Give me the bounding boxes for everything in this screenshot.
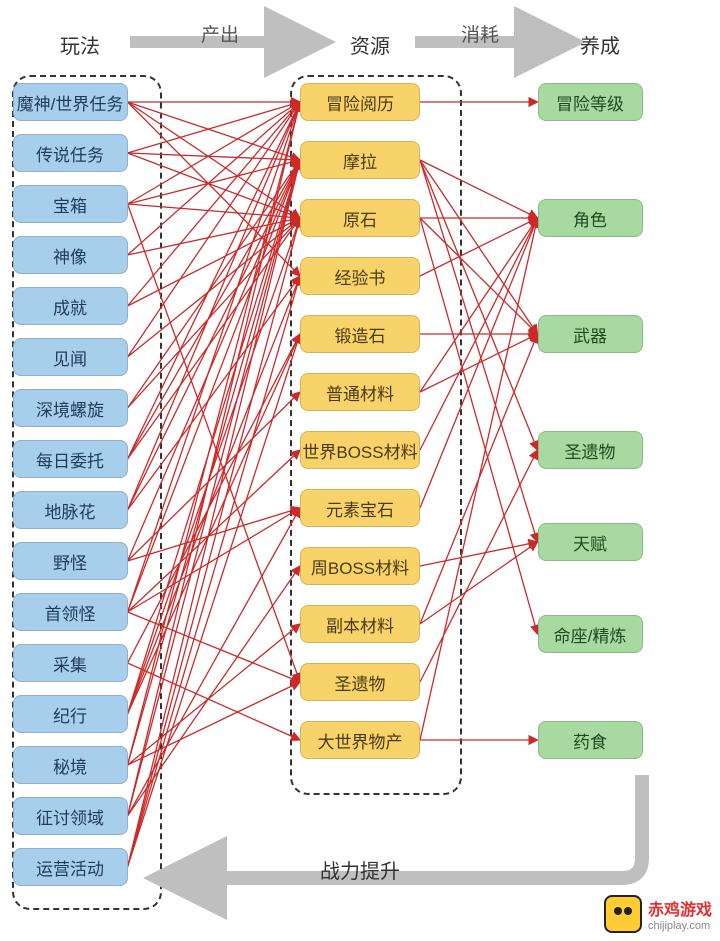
- node-r6: 普通材料: [300, 373, 420, 411]
- node-r4: 经验书: [300, 257, 420, 295]
- site-logo: 赤鸡游戏 chijiplay.com: [604, 895, 712, 933]
- node-w4: 圣遗物: [538, 431, 643, 469]
- node-g16: 运营活动: [13, 848, 128, 886]
- node-g8: 每日委托: [13, 440, 128, 478]
- node-r2: 摩拉: [300, 141, 420, 179]
- node-r5: 锻造石: [300, 315, 420, 353]
- node-g10: 野怪: [13, 542, 128, 580]
- node-g14: 秘境: [13, 746, 128, 784]
- arrow-label-produce: 产出: [195, 20, 245, 47]
- node-r1: 冒险阅历: [300, 83, 420, 121]
- node-g4: 神像: [13, 236, 128, 274]
- node-g7: 深境螺旋: [13, 389, 128, 427]
- node-r9: 周BOSS材料: [300, 547, 420, 585]
- logo-text-secondary: chijiplay.com: [648, 920, 712, 932]
- node-r3: 原石: [300, 199, 420, 237]
- node-w6: 命座/精炼: [538, 615, 643, 653]
- logo-icon: [604, 895, 642, 933]
- header-gameplay: 玩法: [50, 30, 110, 59]
- node-g11: 首领怪: [13, 593, 128, 631]
- node-r8: 元素宝石: [300, 489, 420, 527]
- header-growth: 养成: [570, 30, 630, 59]
- node-r10: 副本材料: [300, 605, 420, 643]
- node-g2: 传说任务: [13, 134, 128, 172]
- node-g15: 征讨领域: [13, 797, 128, 835]
- node-g12: 采集: [13, 644, 128, 682]
- flow-diagram: 玩法 资源 养成 产出 消耗 魔神/世界任务传说任务宝箱神像成就见闻深境螺旋每日…: [0, 0, 720, 941]
- header-resource: 资源: [340, 30, 400, 59]
- node-g1: 魔神/世界任务: [13, 83, 128, 121]
- node-w7: 药食: [538, 721, 643, 759]
- node-w2: 角色: [538, 199, 643, 237]
- node-r11: 圣遗物: [300, 663, 420, 701]
- arrow-label-consume: 消耗: [455, 20, 505, 47]
- node-w3: 武器: [538, 315, 643, 353]
- node-w5: 天赋: [538, 523, 643, 561]
- node-g5: 成就: [13, 287, 128, 325]
- node-g13: 纪行: [13, 695, 128, 733]
- node-g3: 宝箱: [13, 185, 128, 223]
- node-r7: 世界BOSS材料: [300, 431, 420, 469]
- logo-text-primary: 赤鸡游戏: [648, 896, 712, 920]
- node-g9: 地脉花: [13, 491, 128, 529]
- node-r12: 大世界物产: [300, 721, 420, 759]
- node-w1: 冒险等级: [538, 83, 643, 121]
- node-g6: 见闻: [13, 338, 128, 376]
- bottom-label: 战力提升: [320, 855, 400, 884]
